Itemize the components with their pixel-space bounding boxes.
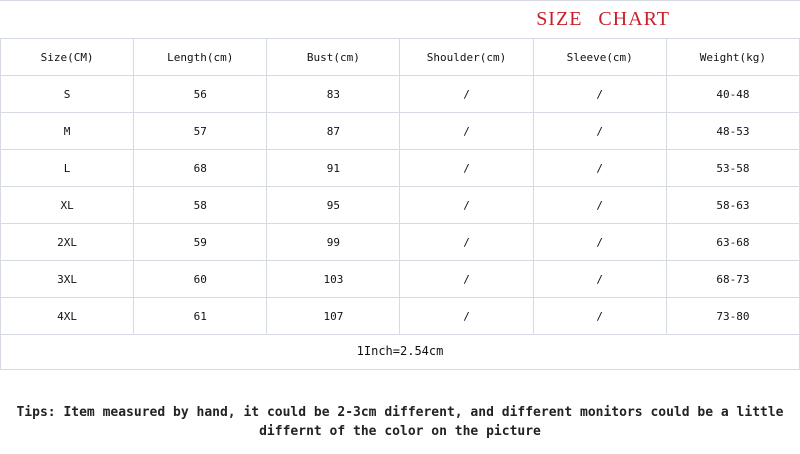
table-cell: 63-68 <box>665 223 800 261</box>
table-cell: 57 <box>133 112 268 150</box>
column-header: Length(cm) <box>133 38 268 76</box>
table-cell: 40-48 <box>665 75 800 113</box>
table-cell: / <box>399 260 534 298</box>
table-row: 3XL 60 103//68-73 <box>0 260 800 298</box>
table-cell: 59 <box>133 223 268 261</box>
table-cell: 2XL <box>0 223 135 261</box>
table-cell: / <box>399 112 534 150</box>
chart-title: SIZE CHART <box>536 8 670 30</box>
table-cell: 60 <box>133 260 268 298</box>
table-cell: 68-73 <box>665 260 800 298</box>
table-cell: 73-80 <box>665 297 800 335</box>
table-row: XL 58 95//58-63 <box>0 186 800 224</box>
table-cell: 99 <box>266 223 401 261</box>
table-cell: 58-63 <box>665 186 800 224</box>
table-cell: / <box>532 149 667 187</box>
table-cell: / <box>399 223 534 261</box>
table-cell: 58 <box>133 186 268 224</box>
table-cell: 3XL <box>0 260 135 298</box>
table-cell: / <box>532 297 667 335</box>
table-row: 4XL 61 107//73-80 <box>0 297 800 335</box>
size-table: Size(CM) Length(cm) Bust(cm) Shoulder(cm) Sl… <box>0 38 800 335</box>
table-cell: / <box>532 112 667 150</box>
table-cell: / <box>399 186 534 224</box>
table-cell: 91 <box>266 149 401 187</box>
table-cell: S <box>0 75 135 113</box>
table-cell: L <box>0 149 135 187</box>
table-cell: / <box>532 75 667 113</box>
table-cell: 61 <box>133 297 268 335</box>
table-cell: 95 <box>266 186 401 224</box>
table-row: S 56 83//40-48 <box>0 75 800 113</box>
table-cell: / <box>532 223 667 261</box>
table-cell: 4XL <box>0 297 135 335</box>
table-cell: 53-58 <box>665 149 800 187</box>
table-row: M 57 87//48-53 <box>0 112 800 150</box>
top-divider <box>0 0 800 1</box>
column-header: Bust(cm) <box>266 38 401 76</box>
table-cell: / <box>399 297 534 335</box>
header-row: Size(CM) Length(cm) Bust(cm) Shoulder(cm) Sl… <box>0 38 800 76</box>
table-cell: / <box>532 260 667 298</box>
column-header: Shoulder(cm) <box>399 38 534 76</box>
column-header: Sleeve(cm) <box>532 38 667 76</box>
table-cell: 83 <box>266 75 401 113</box>
table-cell: 107 <box>266 297 401 335</box>
table-row: 2XL 59 99//63-68 <box>0 223 800 261</box>
table-cell: 48-53 <box>665 112 800 150</box>
table-cell: 56 <box>133 75 268 113</box>
table-cell: / <box>399 149 534 187</box>
column-header: Weight(kg) <box>665 38 800 76</box>
table-cell: 103 <box>266 260 401 298</box>
table-cell: 87 <box>266 112 401 150</box>
table-cell: XL <box>0 186 135 224</box>
table-cell: M <box>0 112 135 150</box>
tips-text: Tips: Item measured by hand, it could be… <box>16 405 784 439</box>
table-cell: / <box>399 75 534 113</box>
inch-conversion-note: 1Inch=2.54cm <box>0 333 800 370</box>
table-row: L 68 91//53-58 <box>0 149 800 187</box>
table-cell: / <box>532 186 667 224</box>
table-cell: 68 <box>133 149 268 187</box>
column-header: Size(CM) <box>0 38 135 76</box>
